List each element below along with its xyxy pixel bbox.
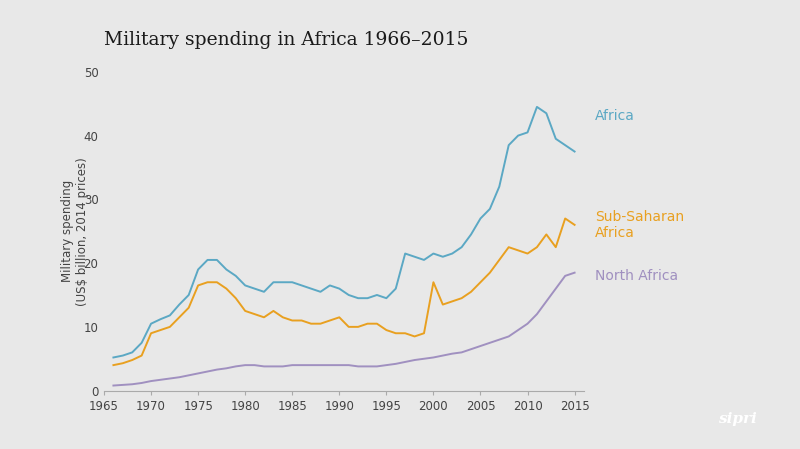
Text: sipri: sipri xyxy=(718,412,757,426)
Y-axis label: Military spending
(US$ billion, 2014 prices): Military spending (US$ billion, 2014 pri… xyxy=(62,157,90,306)
Text: Africa: Africa xyxy=(595,110,635,123)
Text: Military spending in Africa 1966–2015: Military spending in Africa 1966–2015 xyxy=(104,31,469,49)
Text: Sub-Saharan
Africa: Sub-Saharan Africa xyxy=(595,210,684,240)
Text: North Africa: North Africa xyxy=(595,269,678,283)
